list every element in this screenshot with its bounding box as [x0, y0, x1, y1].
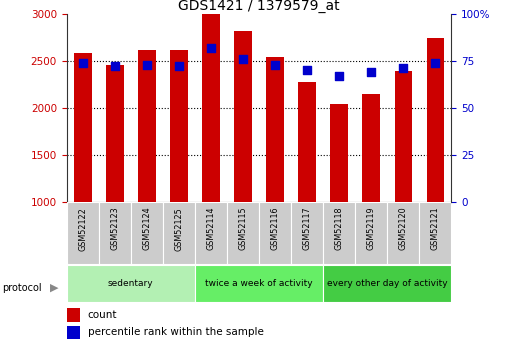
Text: percentile rank within the sample: percentile rank within the sample	[88, 327, 264, 337]
Bar	[74, 53, 91, 202]
Text: GSM52119: GSM52119	[367, 207, 376, 250]
Text: protocol: protocol	[3, 283, 42, 293]
Text: GSM52122: GSM52122	[78, 207, 87, 250]
Point	[303, 67, 311, 73]
Bar	[355, 202, 387, 264]
Text: twice a week of activity: twice a week of activity	[205, 279, 313, 288]
Text: GSM52123: GSM52123	[110, 207, 120, 250]
Bar	[131, 202, 163, 264]
Text: GSM52121: GSM52121	[431, 207, 440, 250]
Point	[431, 60, 440, 66]
Bar	[163, 202, 195, 264]
Bar	[427, 38, 444, 202]
Point	[367, 69, 376, 75]
Point	[239, 56, 247, 62]
Bar	[299, 82, 316, 202]
Text: GSM52115: GSM52115	[239, 207, 248, 250]
Bar	[67, 265, 195, 302]
Text: GSM52120: GSM52120	[399, 207, 408, 250]
Text: every other day of activity: every other day of activity	[327, 279, 448, 288]
Bar	[266, 57, 284, 202]
Text: count: count	[88, 310, 117, 320]
Bar	[170, 50, 188, 202]
Bar	[195, 265, 323, 302]
Text: sedentary: sedentary	[108, 279, 153, 288]
Text: ▶: ▶	[50, 283, 59, 293]
Bar	[67, 202, 98, 264]
Bar	[363, 94, 380, 202]
Text: GSM52117: GSM52117	[303, 207, 312, 250]
Bar	[195, 202, 227, 264]
Point	[175, 64, 183, 69]
Bar	[67, 326, 80, 339]
Point	[207, 45, 215, 50]
Bar	[291, 202, 323, 264]
Bar	[227, 202, 259, 264]
Point	[111, 64, 119, 69]
Point	[271, 62, 279, 67]
Text: GSM52116: GSM52116	[270, 207, 280, 250]
Text: GSM52124: GSM52124	[142, 207, 151, 250]
Bar	[323, 265, 451, 302]
Text: GSM52114: GSM52114	[206, 207, 215, 250]
Bar	[330, 104, 348, 202]
Point	[78, 60, 87, 66]
Bar	[394, 71, 412, 202]
Text: GSM52118: GSM52118	[334, 207, 344, 250]
Bar	[387, 202, 420, 264]
Point	[335, 73, 343, 79]
Bar	[259, 202, 291, 264]
Bar	[323, 202, 355, 264]
Bar	[138, 50, 155, 202]
Point	[143, 62, 151, 67]
Point	[399, 66, 407, 71]
Text: GSM52125: GSM52125	[174, 207, 184, 250]
Bar	[202, 0, 220, 202]
Bar	[67, 308, 80, 322]
Bar	[234, 31, 252, 202]
Bar	[106, 65, 124, 202]
Bar	[98, 202, 131, 264]
Title: GDS1421 / 1379579_at: GDS1421 / 1379579_at	[178, 0, 340, 13]
Bar	[420, 202, 451, 264]
